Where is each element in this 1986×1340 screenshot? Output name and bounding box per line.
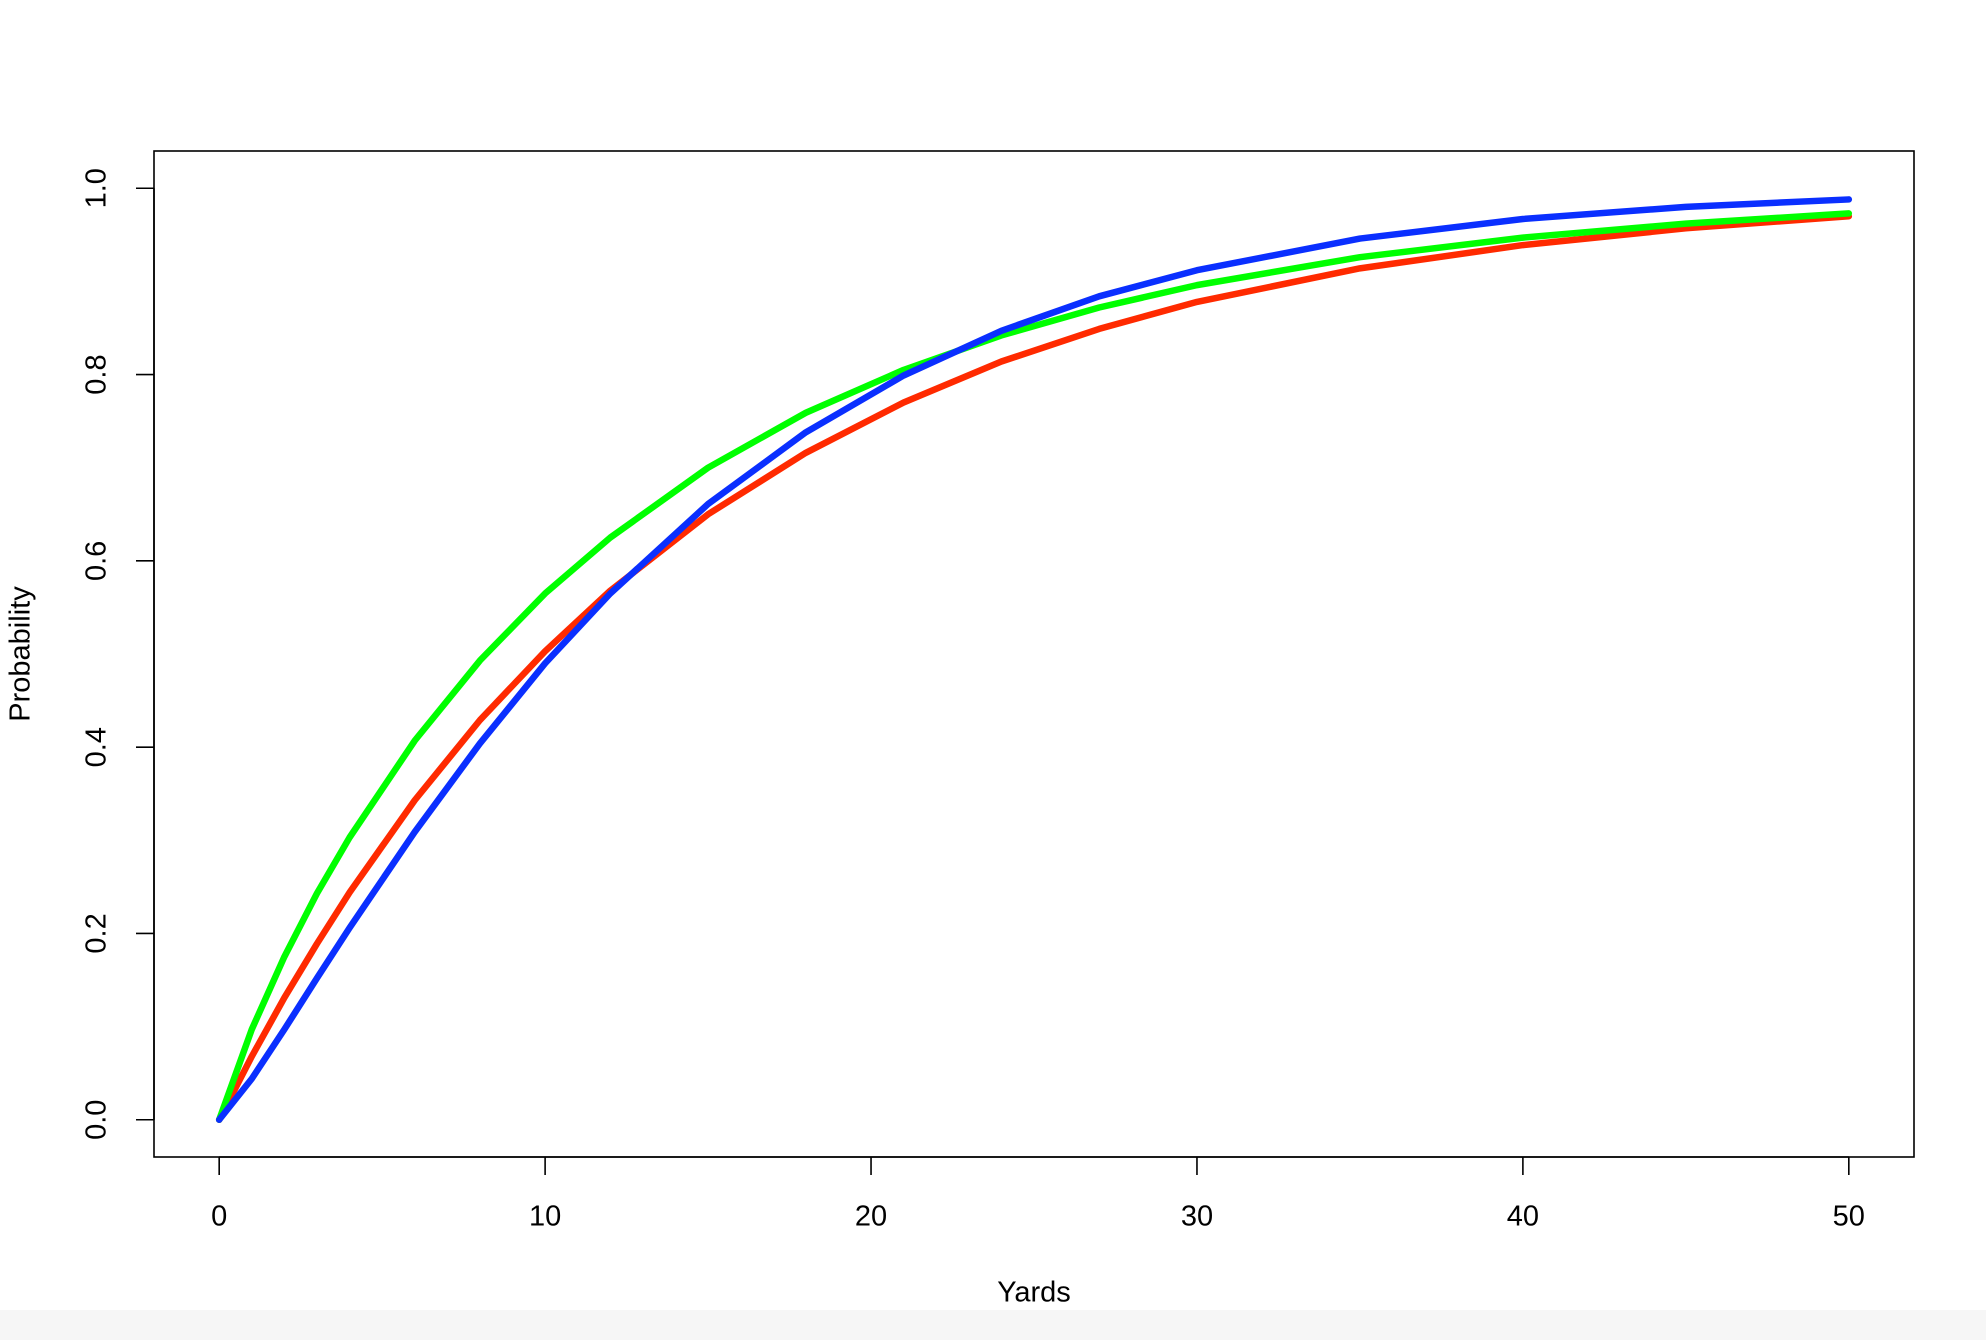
y-tick-label: 0.4: [81, 727, 113, 767]
x-tick-label: 10: [529, 1201, 561, 1233]
line-series: [215, 196, 1853, 1123]
y-tick-label: 0.6: [81, 541, 113, 581]
x-tick-label: 30: [1181, 1201, 1213, 1233]
x-axis-title: Yards: [997, 1277, 1071, 1309]
x-tick-label: 50: [1833, 1201, 1865, 1233]
y-axis-title: Probability: [5, 586, 37, 722]
footer-strip: [0, 1310, 1986, 1340]
x-tick-label: 40: [1507, 1201, 1539, 1233]
x-tick-label: 0: [211, 1201, 227, 1233]
y-tick-label: 0.2: [81, 913, 113, 953]
y-tick-label: 0.8: [81, 354, 113, 394]
y-tick-label: 1.0: [81, 168, 113, 208]
x-tick-label: 20: [855, 1201, 887, 1233]
line-series: [215, 212, 1853, 1123]
y-tick-label: 0.0: [81, 1100, 113, 1140]
plot-frame: [153, 150, 1915, 1158]
line-series: [215, 210, 1853, 1123]
